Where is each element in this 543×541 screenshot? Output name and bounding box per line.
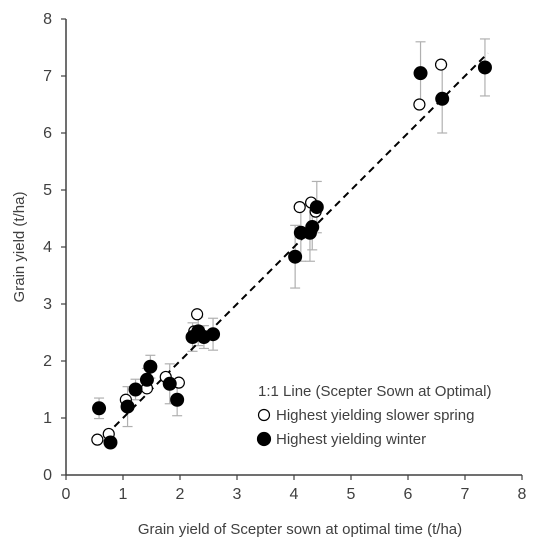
winter-point (477, 60, 492, 75)
x-tick-label: 7 (461, 486, 470, 503)
y-tick-label: 0 (43, 467, 52, 484)
winter-point (143, 359, 158, 374)
y-tick-label: 2 (43, 353, 52, 370)
winter-point (128, 382, 143, 397)
y-tick-label: 3 (43, 296, 52, 313)
winter-point (206, 327, 221, 342)
x-axis-title: Grain yield of Scepter sown at optimal t… (138, 521, 462, 538)
y-tick-label: 1 (43, 410, 52, 427)
data-points (91, 58, 492, 450)
x-tick-label: 6 (404, 486, 413, 503)
y-tick-label: 8 (43, 11, 52, 28)
slower-spring-point (293, 201, 306, 214)
winter-point (120, 399, 135, 414)
y-tick-label: 5 (43, 182, 52, 199)
winter-point (139, 372, 154, 387)
winter-point (309, 200, 324, 215)
y-tick-label: 4 (43, 239, 52, 256)
slower-spring-point (434, 58, 448, 71)
y-tick-label: 6 (43, 125, 52, 142)
legend-marker-open (257, 408, 271, 422)
y-axis-title: Grain yield (t/ha) (11, 192, 28, 303)
reference-line-group (105, 52, 489, 436)
legend-label: Highest yielding winter (276, 431, 426, 448)
winter-point (288, 249, 303, 264)
x-tick-label: 2 (176, 486, 185, 503)
x-tick-label: 1 (119, 486, 128, 503)
y-tick-label: 7 (43, 68, 52, 85)
x-tick-label: 4 (290, 486, 299, 503)
x-tick-label: 0 (62, 486, 71, 503)
winter-point (305, 220, 320, 235)
winter-point (413, 66, 428, 81)
one-to-one-line (105, 52, 489, 436)
winter-point (435, 91, 450, 106)
slower-spring-point (191, 308, 204, 321)
legend: 1:1 Line (Scepter Sown at Optimal) Highes… (256, 383, 491, 448)
legend-label: Highest yielding slower spring (276, 407, 474, 424)
x-tick-label: 3 (233, 486, 242, 503)
winter-point (92, 401, 107, 416)
legend-marker-filled (256, 431, 272, 447)
winter-point (103, 435, 118, 450)
x-tick-label: 8 (518, 486, 527, 503)
winter-point (170, 392, 185, 407)
slower-spring-point (91, 433, 104, 446)
x-tick-label: 5 (347, 486, 356, 503)
slower-spring-point (413, 98, 426, 111)
winter-point (162, 376, 177, 391)
axes: 0 1 2 3 4 5 6 7 8 0 1 2 3 4 5 6 7 8 (43, 11, 526, 503)
legend-label: 1:1 Line (Scepter Sown at Optimal) (258, 383, 491, 400)
